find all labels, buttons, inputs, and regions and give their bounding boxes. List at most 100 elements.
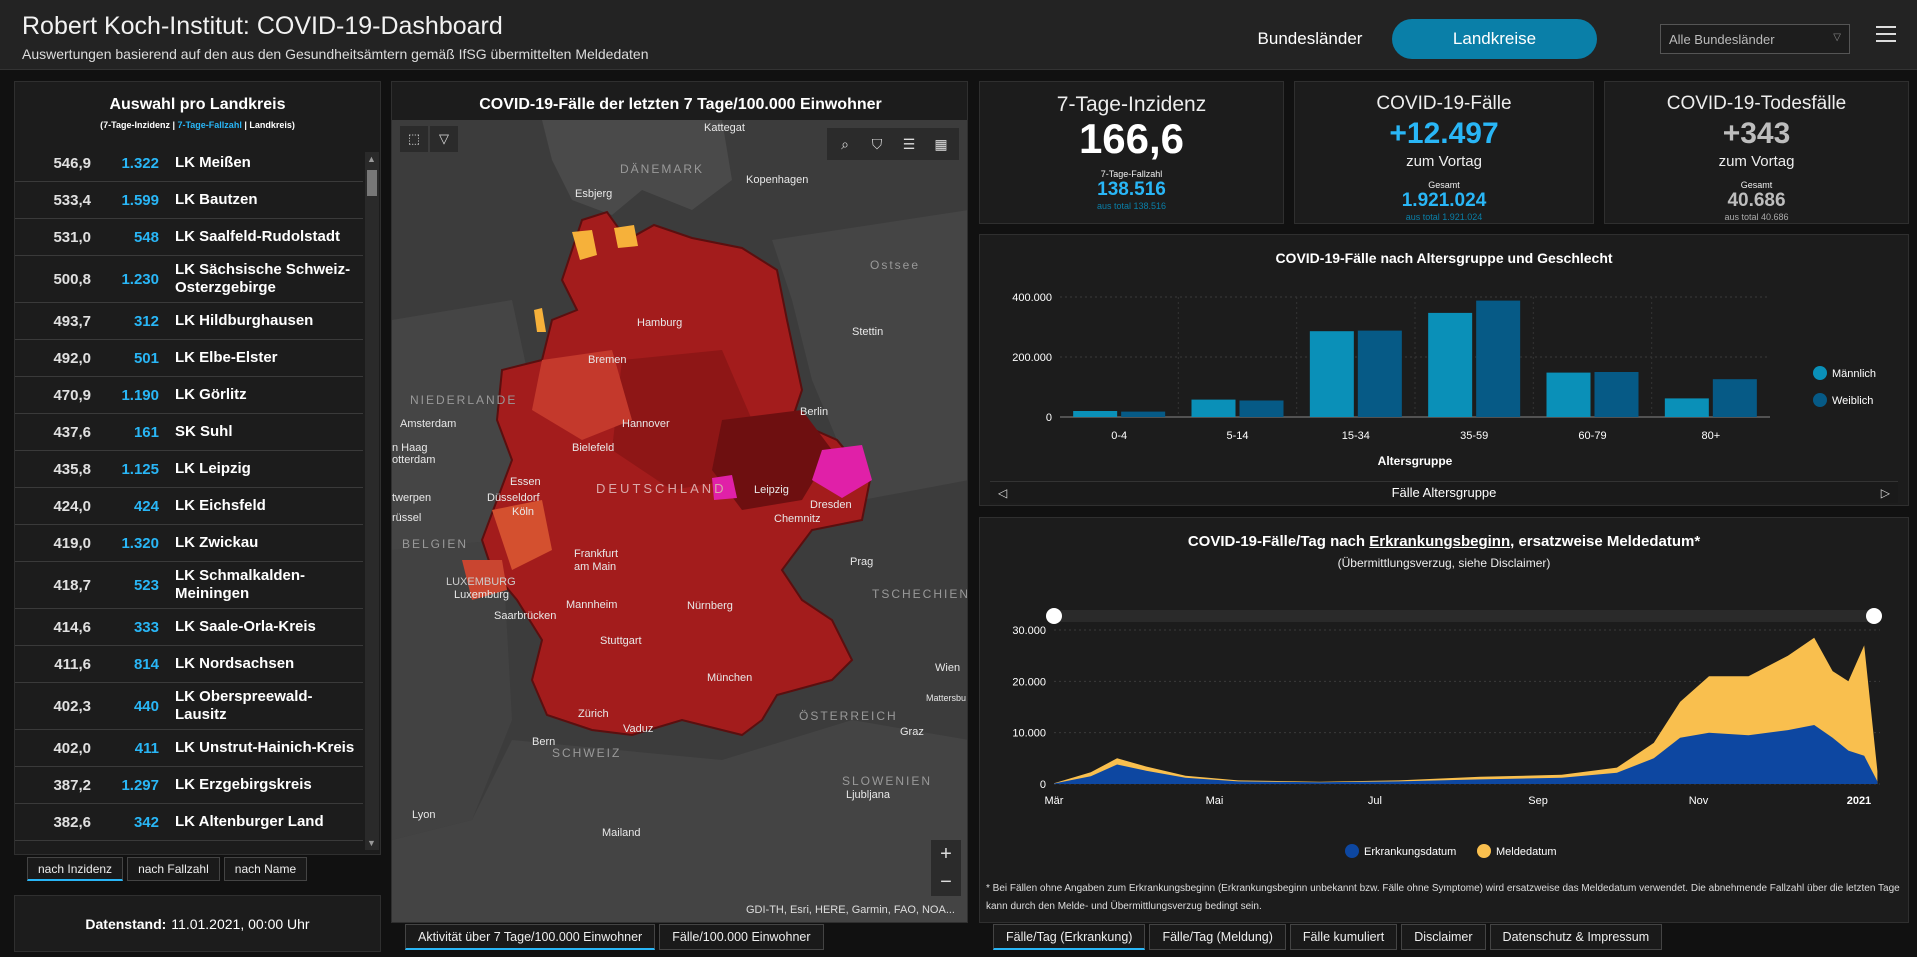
sort-by-fallzahl-button[interactable]: nach Fallzahl [127,857,220,881]
dropdown-icon[interactable]: ▽ [430,126,458,152]
search-icon[interactable]: ⌕ [841,135,849,152]
landkreis-row[interactable]: 424,0 424 LK Eichsfeld [15,488,363,525]
age-chart: 0 200.000 400.000 0-4 5-14 15-34 35-59 60-79 80+… [1012,292,1876,468]
epi-x-tick: Nov [1689,795,1709,807]
tab-faelle-kumuliert[interactable]: Fälle kumuliert [1289,924,1398,950]
region-yellow-2 [614,225,638,248]
map-label-daenemark: DÄNEMARK [620,162,705,176]
landkreis-row[interactable]: 402,3 440 LK Oberspreewald-Lausitz [15,683,363,730]
basemap-gallery-icon[interactable]: ▦ [934,135,948,152]
age-bar-weiblich [1712,379,1757,417]
scroll-down-icon[interactable]: ▼ [367,838,376,848]
landkreis-row[interactable]: 470,9 1.190 LK Görlitz [15,377,363,414]
map-label-dresden: Dresden [810,499,852,511]
row-fallzahl: 1.230 [121,270,159,288]
landkreis-row[interactable]: 546,9 1.322 LK Meißen [15,145,363,182]
epi-title-link[interactable]: Erkrankungsbeginn [1369,533,1511,550]
kpi-inzidenz-sub-total: aus total 138.516 [1096,201,1167,211]
age-bar-männlich [1546,372,1591,417]
epi-chart-subtitle: (Übermittlungsverzug, siehe Disclaimer) [1337,556,1551,570]
map-label-ostsee: Ostsee [870,258,921,272]
landkreis-row[interactable]: 418,7 523 LK Schmalkalden-Meiningen [15,562,363,609]
landkreis-row[interactable]: 437,6 161 SK Suhl [15,414,363,451]
sort-by-name-button[interactable]: nach Name [223,857,308,881]
age-x-tick: 0-4 [1111,430,1127,442]
sort-by-inzidenz-button[interactable]: nach Inzidenz [27,857,124,881]
age-x-tick: 60-79 [1578,430,1606,442]
list-scrollbar[interactable]: ▲ ▼ [365,152,379,850]
map-label-deutschland: DEUTSCHLAND [596,481,727,496]
map-attribution[interactable]: GDI-TH, Esri, HERE, Garmin, FAO, NOA... [741,902,959,918]
map-label-tschechien: TSCHECHIEN [872,587,968,601]
map-label-muenchen: München [707,672,753,684]
row-inzidenz: 419,0 [53,534,91,552]
age-legend-label: Männlich [1832,368,1876,380]
prev-arrow-icon[interactable]: ◁ [998,486,1008,500]
row-fallzahl: 161 [133,423,159,441]
age-bar-männlich [1073,411,1118,417]
row-inzidenz: 382,6 [53,813,91,831]
zoom-out-icon[interactable]: − [940,871,952,893]
kpi-inzidenz-sub-label: 7-Tage-Fallzahl [1100,169,1163,179]
row-inzidenz: 424,0 [53,497,91,515]
landkreis-row[interactable]: 382,6 342 LK Altenburger Land [15,804,363,841]
map-toolbar: ⌕ ⛉ ☰ ▦ [827,128,959,160]
row-fallzahl: 523 [133,576,159,594]
map-label-antwerpen: twerpen [392,492,432,504]
landkreis-row[interactable]: 493,7 312 LK Hildburghausen [15,303,363,340]
zoom-in-icon[interactable]: + [940,843,952,865]
map-label-bremen: Bremen [588,354,627,366]
map-label-lyon: Lyon [412,809,436,821]
hamburger-menu-icon[interactable] [1876,26,1896,44]
tab-datenschutz[interactable]: Datenschutz & Impressum [1489,924,1663,950]
landkreis-row[interactable]: 411,6 814 LK Nordsachsen [15,646,363,683]
datenstand-label: Datenstand: [85,915,167,932]
incidence-map[interactable]: Kattegat DÄNEMARK Kopenhagen Esbjerg Ost… [392,120,968,922]
map-label-bielefeld: Bielefeld [572,442,615,454]
row-fallzahl: 342 [133,813,159,831]
landkreis-row[interactable]: 533,4 1.599 LK Bautzen [15,182,363,219]
kpi-tode-sub-total: aus total 40.686 [1724,212,1789,222]
map-label-schweiz: SCHWEIZ [552,746,622,760]
landkreis-row[interactable]: 419,0 1.320 LK Zwickau [15,525,363,562]
epi-range-slider [1054,610,1880,622]
landkreis-list[interactable]: 546,9 1.322 LK Meißen 533,4 1.599 LK Bautzen 5… [15,145,363,855]
map-label-chemnitz: Chemnitz [774,513,821,525]
next-arrow-icon[interactable]: ▷ [1880,486,1890,500]
landkreise-button[interactable]: Landkreise [1392,19,1597,59]
epi-disclaimer: * Bei Fällen ohne Angaben zum Erkrankung… [986,883,1900,912]
age-legend-swatch [1813,393,1827,407]
row-landkreis-name: LK Zwickau [175,534,259,551]
legend-list-icon[interactable]: ☰ [902,135,916,152]
row-landkreis-name: LK Schmalkalden-Meiningen [175,567,306,602]
landkreis-row[interactable]: 414,6 333 LK Saale-Orla-Kreis [15,609,363,646]
tab-faelle-meldung[interactable]: Fälle/Tag (Meldung) [1149,924,1286,950]
landkreis-row[interactable]: 531,0 548 LK Saalfeld-Rudolstadt [15,219,363,256]
map-label-oesterreich: ÖSTERREICH [799,709,898,723]
landkreis-row[interactable]: 387,2 1.297 LK Erzgebirgskreis [15,767,363,804]
age-y-tick: 0 [1046,412,1052,424]
kpi-tode-card: COVID-19-Todesfälle +343 zum Vortag Gesa… [1604,81,1909,224]
row-fallzahl: 1.297 [121,776,159,794]
tab-faelle-erkrankung[interactable]: Fälle/Tag (Erkrankung) [993,924,1146,950]
row-fallzahl: 501 [133,349,159,367]
tab-disclaimer[interactable]: Disclaimer [1401,924,1486,950]
landkreis-row[interactable]: 500,8 1.230 LK Sächsische Schweiz-Osterzge… [15,256,363,303]
kpi-faelle-title: COVID-19-Fälle [1376,93,1512,114]
tab-aktivitaet[interactable]: Aktivität über 7 Tage/100.000 Einwohner [405,924,656,950]
map-label-belgien: BELGIEN [402,537,469,551]
bundesland-select[interactable]: Alle Bundesländer ▽ [1660,24,1850,54]
tab-faelle-pro-100000[interactable]: Fälle/100.000 Einwohner [659,924,824,950]
zoom-control: + − [931,840,961,896]
select-area-icon[interactable]: ⬚ [400,126,428,152]
row-fallzahl: 1.599 [121,191,159,209]
scroll-thumb[interactable] [367,170,377,196]
landkreis-row[interactable]: 402,0 411 LK Unstrut-Hainich-Kreis [15,730,363,767]
scroll-up-icon[interactable]: ▲ [367,154,376,164]
row-inzidenz: 402,0 [53,739,91,757]
bundeslaender-button[interactable]: Bundesländer [1257,29,1363,48]
landkreis-row[interactable]: 492,0 501 LK Elbe-Elster [15,340,363,377]
bookmark-icon[interactable]: ⛉ [871,135,883,152]
row-landkreis-name: LK Leipzig [175,460,251,477]
landkreis-row[interactable]: 435,8 1.125 LK Leipzig [15,451,363,488]
